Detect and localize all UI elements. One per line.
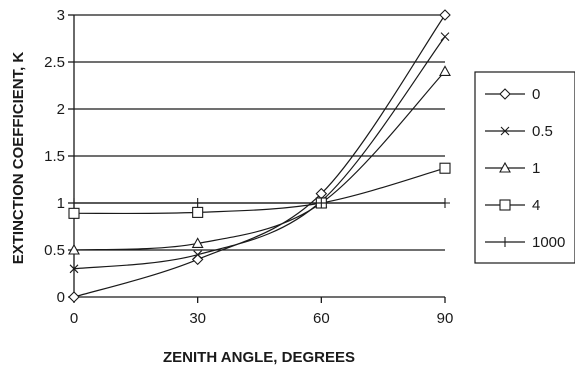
series-1-point-3 [440, 32, 450, 42]
y-axis-title: EXTINCTION COEFFICIENT, K [10, 52, 27, 265]
series-0-point-0 [68, 291, 80, 303]
x-tick-label-1: 30 [189, 310, 206, 327]
series-3-point-3 [439, 162, 451, 174]
y-tick-label-6: 3 [57, 7, 65, 24]
series-0-point-3 [439, 9, 451, 21]
series-line-3 [73, 167, 446, 215]
series-4 [69, 198, 450, 208]
legend-item-3: 4 [485, 197, 540, 214]
tick-labels: 00.511.522.530 30 60 90 [44, 7, 453, 327]
legend: 0 0.5 1 4 1000 [474, 71, 575, 264]
series-line-0 [73, 14, 446, 298]
series-1-point-0 [69, 264, 79, 274]
x-tick-label-3: 90 [437, 310, 454, 327]
y-tick-label-5: 2.5 [44, 54, 65, 71]
y-tick-label-1: 0.5 [44, 242, 65, 259]
series-4-point-2 [316, 198, 327, 208]
series-2-point-0 [68, 243, 80, 255]
legend-label-0: 0 [532, 86, 540, 103]
legend-marker-1 [500, 126, 510, 136]
series-group [68, 9, 451, 303]
legend-marker-0 [499, 88, 511, 100]
y-tick-label-2: 1 [57, 195, 65, 212]
series-line-1 [73, 36, 446, 270]
legend-label-1: 0.5 [532, 123, 553, 140]
series-3-point-0 [68, 207, 80, 219]
series-4-point-3 [440, 198, 450, 208]
series-4-point-0 [69, 198, 79, 208]
series-3-point-1 [192, 206, 204, 218]
x-axis-title: ZENITH ANGLE, DEGREES [163, 349, 355, 366]
legend-label-2: 1 [532, 160, 540, 177]
legend-item-2: 1 [485, 160, 540, 177]
series-4-point-1 [192, 198, 203, 208]
series-2-point-1 [191, 237, 204, 248]
axes [68, 14, 446, 303]
series-2 [68, 65, 451, 255]
y-tick-label-0: 0 [57, 289, 65, 306]
legend-label-3: 4 [532, 197, 540, 214]
series-3 [68, 162, 451, 219]
legend-item-0: 0 [485, 86, 540, 103]
series-1 [69, 32, 450, 274]
y-tick-label-4: 2 [57, 101, 65, 118]
series-line-2 [73, 70, 446, 251]
x-tick-label-2: 60 [313, 310, 330, 327]
legend-marker-4 [500, 237, 510, 247]
x-tick-label-0: 0 [70, 310, 78, 327]
legend-label-4: 1000 [532, 234, 565, 251]
series-2-point-3 [439, 65, 451, 76]
y-tick-label-3: 1.5 [44, 148, 65, 165]
gridlines [74, 14, 445, 251]
series-1-point-1 [193, 250, 203, 260]
legend-item-4: 1000 [485, 234, 565, 251]
legend-item-1: 0.5 [485, 123, 553, 140]
legend-marker-2 [499, 161, 511, 173]
legend-marker-3 [499, 199, 511, 211]
